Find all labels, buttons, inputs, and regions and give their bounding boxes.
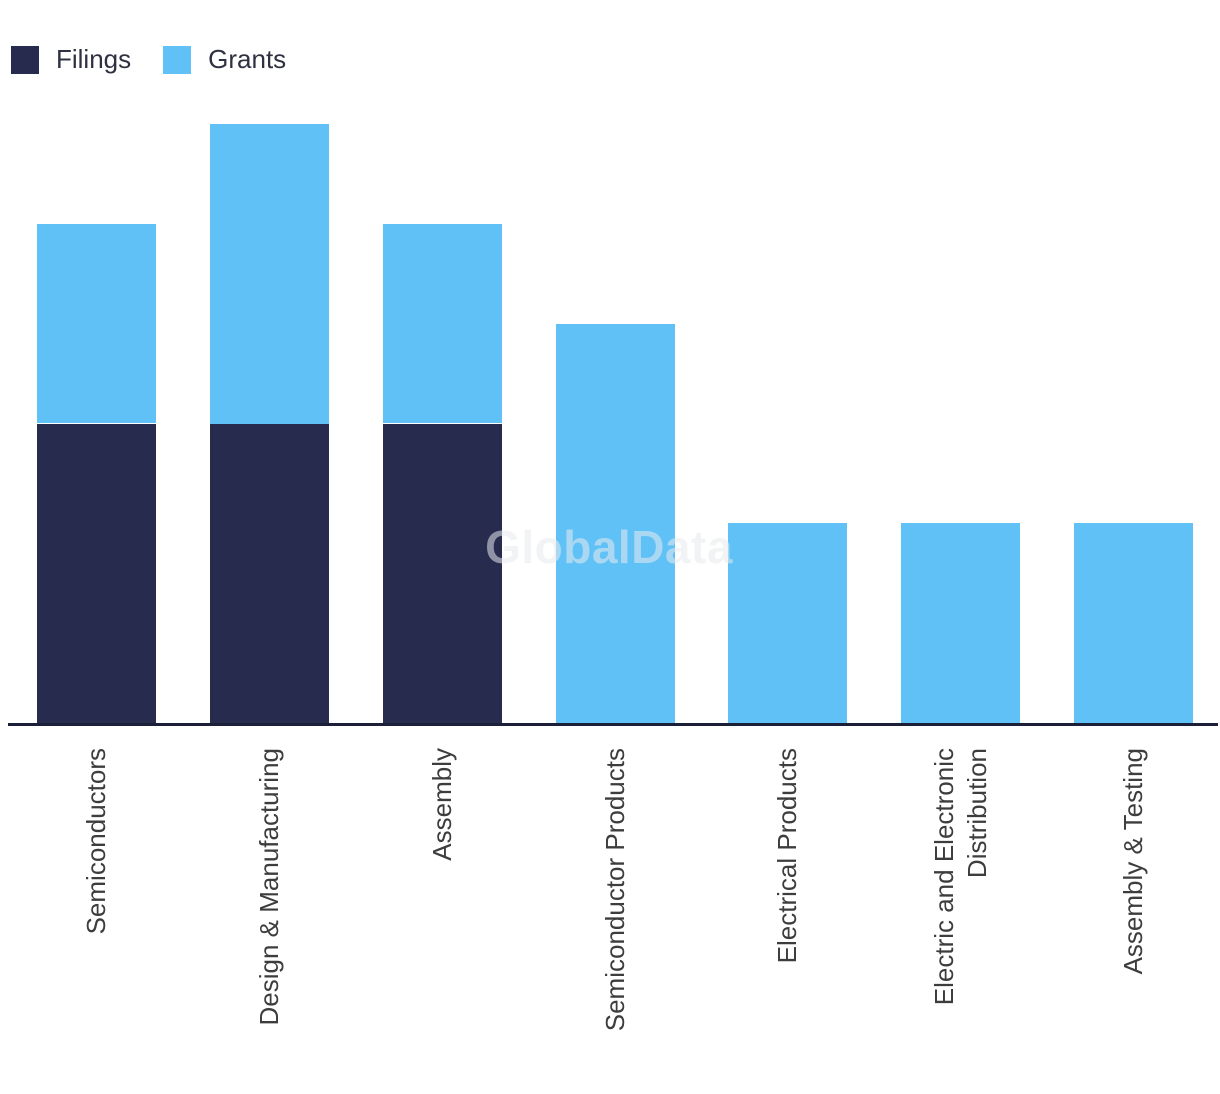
bar-segment-filings[interactable] [36, 423, 156, 723]
filings-color-swatch [11, 45, 39, 74]
bar-segment-grants[interactable] [36, 223, 156, 424]
bar-segment-grants[interactable] [1074, 523, 1194, 723]
x-axis-label: Semiconductors [80, 748, 111, 935]
bar-segment-grants[interactable] [728, 523, 848, 723]
x-axis-label: Assembly & Testing [1118, 748, 1149, 975]
bar-segment-grants[interactable] [382, 223, 502, 424]
x-axis-label: Electrical Products [772, 748, 803, 964]
bar-segment-grants[interactable] [901, 523, 1021, 723]
x-axis-label: Assembly [426, 748, 457, 861]
legend-item-filings[interactable]: Filings [11, 44, 131, 75]
bar-segment-grants[interactable] [555, 323, 675, 723]
legend-label-filings: Filings [56, 44, 132, 74]
chart-legend: Filings Grants [11, 44, 286, 75]
grants-color-swatch [163, 45, 192, 74]
legend-item-grants[interactable]: Grants [163, 44, 286, 75]
x-axis-line [8, 723, 1218, 726]
legend-label-grants: Grants [208, 44, 287, 74]
bar-segment-filings[interactable] [209, 423, 329, 723]
bar-segment-grants[interactable] [209, 124, 329, 424]
x-axis-label: Design & Manufacturing [253, 748, 284, 1026]
x-axis-label: Electric and Electronic Distribution [928, 748, 992, 1006]
bar-segment-filings[interactable] [382, 423, 502, 723]
x-axis-label: Semiconductor Products [599, 748, 630, 1032]
